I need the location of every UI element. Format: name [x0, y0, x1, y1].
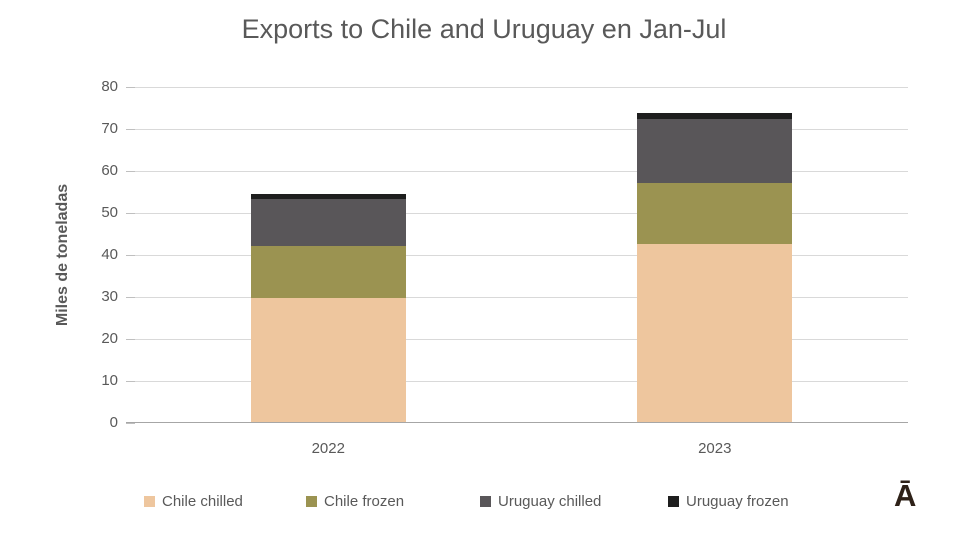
y-tick-mark	[126, 86, 135, 88]
bar-2022-segment-uruguay-frozen	[250, 194, 406, 200]
y-tick-mark	[126, 170, 135, 172]
grid-line	[135, 170, 908, 172]
chart-title: Exports to Chile and Uruguay en Jan-Jul	[241, 14, 727, 44]
legend-label-chile-chilled: Chile chilled	[162, 492, 243, 510]
y-tick-mark	[126, 128, 135, 130]
legend-swatch-uruguay-chilled	[480, 495, 491, 507]
legend-item-uruguay-chilled: Uruguay chilled	[480, 492, 601, 510]
grid-line	[135, 296, 908, 298]
legend-label-chile-frozen: Chile frozen	[324, 492, 405, 510]
bar-2022-segment-chile-frozen	[250, 246, 406, 298]
y-tick-mark	[126, 338, 135, 340]
grid-line	[135, 380, 908, 382]
legend-label-uruguay-frozen: Uruguay frozen	[686, 492, 789, 510]
x-axis-label-2023: 2023	[698, 440, 732, 457]
brand-logo: Ā	[894, 478, 917, 513]
legend-item-uruguay-frozen: Uruguay frozen	[668, 492, 789, 510]
bar-2023-segment-uruguay-chilled	[637, 118, 793, 184]
grid-line	[135, 254, 908, 256]
legend-swatch-chile-chilled	[144, 495, 155, 507]
y-tick-label: 80	[101, 78, 118, 95]
y-tick-mark	[126, 380, 135, 382]
y-tick-mark	[126, 422, 135, 424]
plot-area	[126, 86, 908, 424]
grid-line	[135, 128, 908, 130]
bar-2023-segment-uruguay-frozen	[637, 113, 793, 119]
grid-line	[135, 212, 908, 214]
bar-2023	[637, 113, 793, 422]
grid-line	[135, 338, 908, 340]
legend-swatch-chile-frozen	[306, 495, 317, 507]
y-tick-label: 60	[101, 162, 118, 179]
legend-label-uruguay-chilled: Uruguay chilled	[498, 492, 602, 510]
y-tick-label: 70	[101, 120, 118, 137]
y-tick-label: 10	[101, 372, 118, 389]
legend-item-chile-frozen: Chile frozen	[306, 492, 404, 510]
bar-2023-segment-chile-chilled	[637, 243, 793, 422]
bar-2022-segment-chile-chilled	[250, 297, 406, 422]
y-tick-label: 20	[101, 330, 118, 347]
y-tick-mark	[126, 212, 135, 214]
legend-item-chile-chilled: Chile chilled	[144, 492, 243, 510]
bar-2022	[250, 194, 406, 422]
y-tick-label: 30	[101, 288, 118, 305]
y-tick-label: 40	[101, 246, 118, 263]
y-tick-mark	[126, 296, 135, 298]
x-axis-label-2022: 2022	[311, 440, 345, 457]
grid-line	[135, 86, 908, 88]
bar-2023-segment-chile-frozen	[637, 183, 793, 244]
y-tick-label: 0	[109, 414, 118, 431]
y-tick-mark	[126, 254, 135, 256]
legend-swatch-uruguay-frozen	[668, 495, 679, 507]
x-axis-line	[126, 422, 908, 423]
bar-2022-segment-uruguay-chilled	[250, 199, 406, 247]
y-tick-label: 50	[101, 204, 118, 221]
